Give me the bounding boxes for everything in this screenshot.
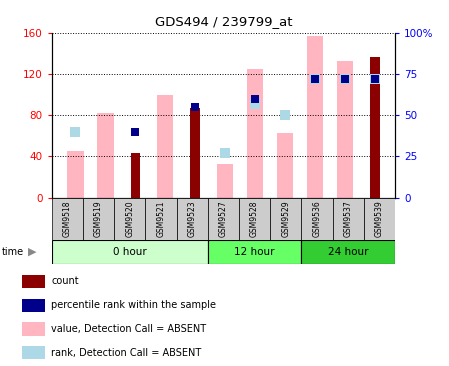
- Text: ▶: ▶: [28, 247, 36, 257]
- Bar: [97, 113, 114, 198]
- Bar: [337, 61, 353, 198]
- Text: GSM9520: GSM9520: [125, 200, 134, 237]
- Bar: [176, 198, 208, 240]
- Bar: [208, 240, 301, 264]
- Text: rank, Detection Call = ABSENT: rank, Detection Call = ABSENT: [51, 348, 202, 358]
- Text: GSM9529: GSM9529: [282, 200, 291, 237]
- Text: 24 hour: 24 hour: [328, 247, 369, 257]
- Bar: [67, 151, 84, 198]
- Text: 12 hour: 12 hour: [234, 247, 275, 257]
- Bar: [364, 198, 395, 240]
- Bar: [22, 275, 45, 288]
- Text: time: time: [2, 247, 24, 257]
- Bar: [131, 153, 140, 198]
- Bar: [145, 198, 176, 240]
- Text: 0 hour: 0 hour: [113, 247, 146, 257]
- Bar: [52, 198, 83, 240]
- Bar: [270, 198, 301, 240]
- Bar: [22, 299, 45, 312]
- Bar: [370, 57, 379, 198]
- Text: value, Detection Call = ABSENT: value, Detection Call = ABSENT: [51, 324, 207, 334]
- Bar: [157, 95, 173, 198]
- Text: GSM9539: GSM9539: [375, 200, 384, 237]
- Bar: [22, 346, 45, 359]
- Text: percentile rank within the sample: percentile rank within the sample: [51, 300, 216, 310]
- Bar: [52, 240, 208, 264]
- Bar: [190, 108, 200, 198]
- Text: GSM9519: GSM9519: [94, 200, 103, 237]
- Text: GSM9523: GSM9523: [188, 200, 197, 237]
- Bar: [114, 198, 145, 240]
- Text: count: count: [51, 276, 79, 287]
- Bar: [239, 198, 270, 240]
- Bar: [333, 198, 364, 240]
- Text: GSM9537: GSM9537: [344, 200, 353, 237]
- Bar: [217, 164, 233, 198]
- Bar: [307, 36, 323, 198]
- Text: GSM9518: GSM9518: [63, 201, 72, 237]
- Text: GSM9536: GSM9536: [313, 200, 321, 237]
- Bar: [208, 198, 239, 240]
- Bar: [277, 133, 293, 198]
- Bar: [22, 322, 45, 336]
- Text: GSM9521: GSM9521: [156, 201, 165, 237]
- Text: GSM9527: GSM9527: [219, 200, 228, 237]
- Bar: [301, 198, 333, 240]
- Text: GDS494 / 239799_at: GDS494 / 239799_at: [154, 15, 292, 28]
- Bar: [247, 69, 263, 198]
- Text: GSM9528: GSM9528: [250, 201, 259, 237]
- Bar: [83, 198, 114, 240]
- Bar: [301, 240, 395, 264]
